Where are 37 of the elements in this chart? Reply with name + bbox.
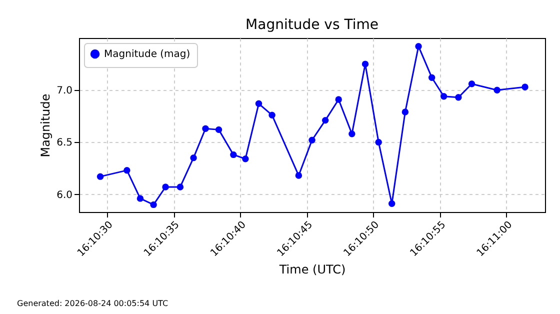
chart-title: Magnitude vs Time (246, 17, 378, 33)
point (124, 166, 130, 174)
point (176, 184, 184, 190)
point (230, 151, 237, 158)
point (388, 200, 396, 208)
point (522, 84, 528, 90)
text: Generated: 2026-08-24 00:05:54 UTC (17, 299, 168, 308)
point (440, 93, 448, 100)
y-tick-label: 7.0 (56, 86, 72, 97)
point (335, 96, 342, 103)
y-tick-label: 6.5 (56, 138, 72, 149)
point (375, 138, 382, 146)
point (322, 116, 329, 124)
point (202, 125, 209, 132)
point (402, 108, 409, 116)
y-tick-label: 6.0 (56, 190, 72, 201)
point (215, 126, 222, 134)
point (362, 60, 369, 68)
point (428, 74, 436, 81)
point (308, 136, 316, 144)
y-axis-title: Magnitude (38, 94, 53, 158)
legend-label: Magnitude (mag) (104, 49, 190, 60)
point (255, 100, 262, 107)
point (242, 156, 249, 162)
x-axis-title: Time (UTC) (278, 262, 346, 276)
point (268, 112, 276, 118)
point (150, 201, 157, 208)
point (455, 94, 462, 101)
point (494, 86, 500, 94)
point (415, 42, 422, 50)
point (96, 173, 104, 180)
point (468, 80, 476, 88)
point (136, 195, 144, 202)
point (348, 130, 356, 138)
point (295, 172, 302, 179)
point (162, 184, 169, 190)
point (190, 154, 197, 162)
